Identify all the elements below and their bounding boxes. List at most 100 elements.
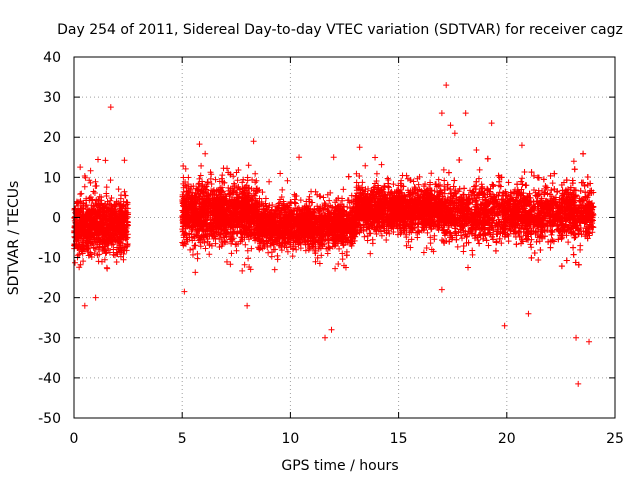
data-point	[76, 264, 83, 271]
data-point	[79, 226, 86, 233]
data-point	[110, 241, 117, 248]
data-point	[82, 221, 89, 228]
data-point	[104, 242, 111, 249]
data-point	[123, 201, 130, 208]
data-point	[121, 192, 128, 199]
data-point	[92, 238, 99, 245]
data-point	[78, 222, 85, 229]
data-point	[101, 244, 108, 251]
data-point	[81, 183, 88, 190]
data-point	[118, 248, 125, 255]
data-point	[81, 172, 88, 179]
data-point	[94, 207, 101, 214]
data-point	[115, 217, 122, 224]
data-point	[82, 224, 89, 231]
data-point	[98, 222, 105, 229]
data-point	[117, 235, 124, 242]
data-point	[90, 202, 97, 209]
data-point	[105, 209, 112, 216]
data-point	[124, 201, 131, 208]
data-point	[119, 221, 126, 228]
data-point	[80, 200, 87, 207]
data-point	[91, 232, 98, 239]
data-point	[103, 184, 110, 191]
data-point	[101, 204, 108, 211]
data-point	[91, 250, 98, 257]
data-point	[87, 179, 94, 186]
data-point	[88, 211, 95, 218]
data-point	[75, 238, 82, 245]
data-point	[111, 203, 118, 210]
data-point	[108, 233, 115, 240]
data-point	[89, 197, 96, 204]
data-point	[115, 186, 122, 193]
data-point	[90, 222, 97, 229]
data-point	[90, 245, 97, 252]
data-point	[87, 167, 94, 174]
data-point	[96, 251, 103, 258]
data-point	[110, 210, 117, 217]
data-point	[102, 250, 109, 257]
data-point	[83, 235, 90, 242]
data-point	[102, 157, 109, 164]
data-point	[108, 215, 115, 222]
data-point	[73, 235, 80, 242]
data-point	[117, 209, 124, 216]
data-point	[107, 224, 114, 231]
data-point	[110, 246, 117, 253]
data-point	[108, 194, 115, 201]
data-point	[96, 215, 103, 222]
data-point	[105, 231, 112, 238]
data-point	[90, 217, 97, 224]
data-point	[88, 227, 95, 234]
data-point	[80, 258, 87, 265]
data-point	[123, 247, 130, 254]
data-point	[99, 238, 106, 245]
data-point	[72, 259, 79, 266]
data-point	[95, 258, 102, 265]
data-point	[117, 225, 124, 232]
data-point	[121, 157, 128, 164]
data-point	[110, 220, 117, 227]
data-point	[110, 251, 117, 258]
data-point	[75, 244, 82, 251]
data-point	[86, 252, 93, 259]
data-point	[114, 234, 121, 241]
data-point	[115, 199, 122, 206]
data-point	[119, 244, 126, 251]
data-point	[92, 183, 99, 190]
data-point	[107, 177, 114, 184]
data-point	[71, 240, 78, 247]
data-point	[79, 245, 86, 252]
data-point	[91, 189, 98, 196]
data-point	[123, 234, 130, 241]
data-point	[80, 208, 87, 215]
data-point	[109, 210, 116, 217]
data-point	[80, 242, 87, 249]
data-point	[75, 210, 82, 217]
data-point	[95, 156, 102, 163]
data-point	[103, 192, 110, 199]
data-point	[77, 164, 84, 171]
data-point	[85, 239, 92, 246]
data-point	[71, 205, 78, 212]
data-point	[86, 207, 93, 214]
data-point	[78, 230, 85, 237]
data-point	[71, 213, 78, 220]
data-point	[97, 219, 104, 226]
data-point	[124, 221, 131, 228]
data-point	[104, 265, 111, 272]
data-point	[100, 214, 107, 221]
data-point	[104, 224, 111, 231]
data-point	[113, 259, 120, 266]
data-point	[106, 201, 113, 208]
data-point	[117, 195, 124, 202]
data-point	[86, 222, 93, 229]
data-point	[123, 228, 130, 235]
data-point	[76, 251, 83, 258]
data-point	[121, 214, 128, 221]
data-point	[94, 223, 101, 230]
data-point	[99, 248, 106, 255]
data-point	[83, 216, 90, 223]
